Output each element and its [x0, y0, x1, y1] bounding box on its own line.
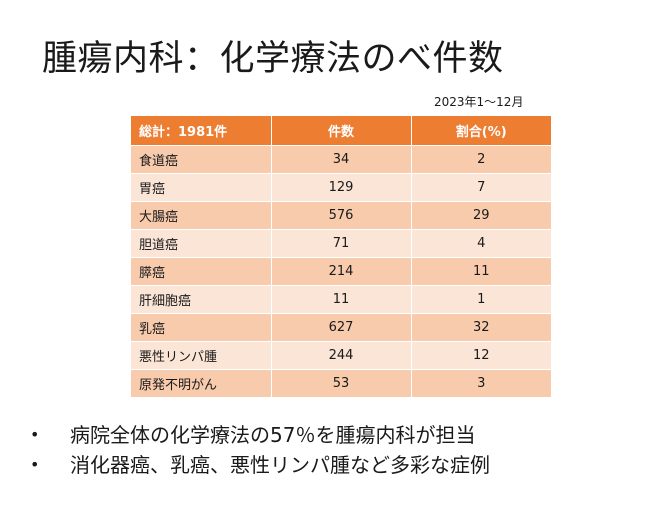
row-count: 244 — [271, 341, 412, 370]
table-row: 膵癌 214 11 — [131, 257, 551, 286]
row-percent: 29 — [411, 201, 551, 230]
row-label: 原発不明がん — [131, 369, 272, 398]
table-row: 悪性リンパ腫 244 12 — [131, 341, 551, 370]
row-percent: 4 — [411, 229, 551, 258]
row-percent: 2 — [411, 145, 551, 174]
header-total: 総計：1981件 — [131, 116, 272, 146]
row-label: 乳癌 — [131, 313, 272, 342]
table-row: 乳癌 627 32 — [131, 313, 551, 342]
table-header-row: 総計：1981件 件数 割合(%) — [131, 116, 551, 146]
list-item: • 病院全体の化学療法の57％を腫瘍内科が担当 — [22, 420, 490, 450]
bullet-text: 消化器癌、乳癌、悪性リンパ腫など多彩な症例 — [70, 453, 490, 477]
row-percent: 3 — [411, 369, 551, 398]
list-item: • 消化器癌、乳癌、悪性リンパ腫など多彩な症例 — [22, 450, 490, 480]
table-row: 食道癌 34 2 — [131, 145, 551, 174]
row-count: 576 — [271, 201, 412, 230]
table-row: 大腸癌 576 29 — [131, 201, 551, 230]
row-count: 214 — [271, 257, 412, 286]
row-label: 大腸癌 — [131, 201, 272, 230]
slide-title: 腫瘍内科：化学療法のべ件数 — [42, 39, 504, 79]
row-count: 71 — [271, 229, 412, 258]
bullet-dot-icon: • — [30, 455, 40, 474]
header-count: 件数 — [271, 116, 412, 146]
row-count: 11 — [271, 285, 412, 314]
bullet-text: 病院全体の化学療法の57％を腫瘍内科が担当 — [70, 423, 476, 447]
table-row: 肝細胞癌 11 1 — [131, 285, 551, 314]
row-count: 129 — [271, 173, 412, 202]
row-percent: 32 — [411, 313, 551, 342]
header-percent: 割合(%) — [411, 116, 551, 146]
row-percent: 7 — [411, 173, 551, 202]
row-label: 肝細胞癌 — [131, 285, 272, 314]
table-row: 胆道癌 71 4 — [131, 229, 551, 258]
row-label: 胆道癌 — [131, 229, 272, 258]
table-row: 胃癌 129 7 — [131, 173, 551, 202]
row-label: 胃癌 — [131, 173, 272, 202]
chemotherapy-table: 総計：1981件 件数 割合(%) 食道癌 34 2 胃癌 129 7 大腸癌 … — [131, 116, 551, 398]
row-count: 34 — [271, 145, 412, 174]
period-note: 2023年1～12月 — [434, 95, 524, 109]
row-label: 悪性リンパ腫 — [131, 341, 272, 370]
summary-bullets: • 病院全体の化学療法の57％を腫瘍内科が担当 • 消化器癌、乳癌、悪性リンパ腫… — [22, 420, 490, 480]
row-label: 膵癌 — [131, 257, 272, 286]
row-count: 627 — [271, 313, 412, 342]
bullet-dot-icon: • — [30, 425, 40, 444]
row-percent: 1 — [411, 285, 551, 314]
row-percent: 11 — [411, 257, 551, 286]
row-percent: 12 — [411, 341, 551, 370]
table-row: 原発不明がん 53 3 — [131, 369, 551, 398]
row-count: 53 — [271, 369, 412, 398]
row-label: 食道癌 — [131, 145, 272, 174]
